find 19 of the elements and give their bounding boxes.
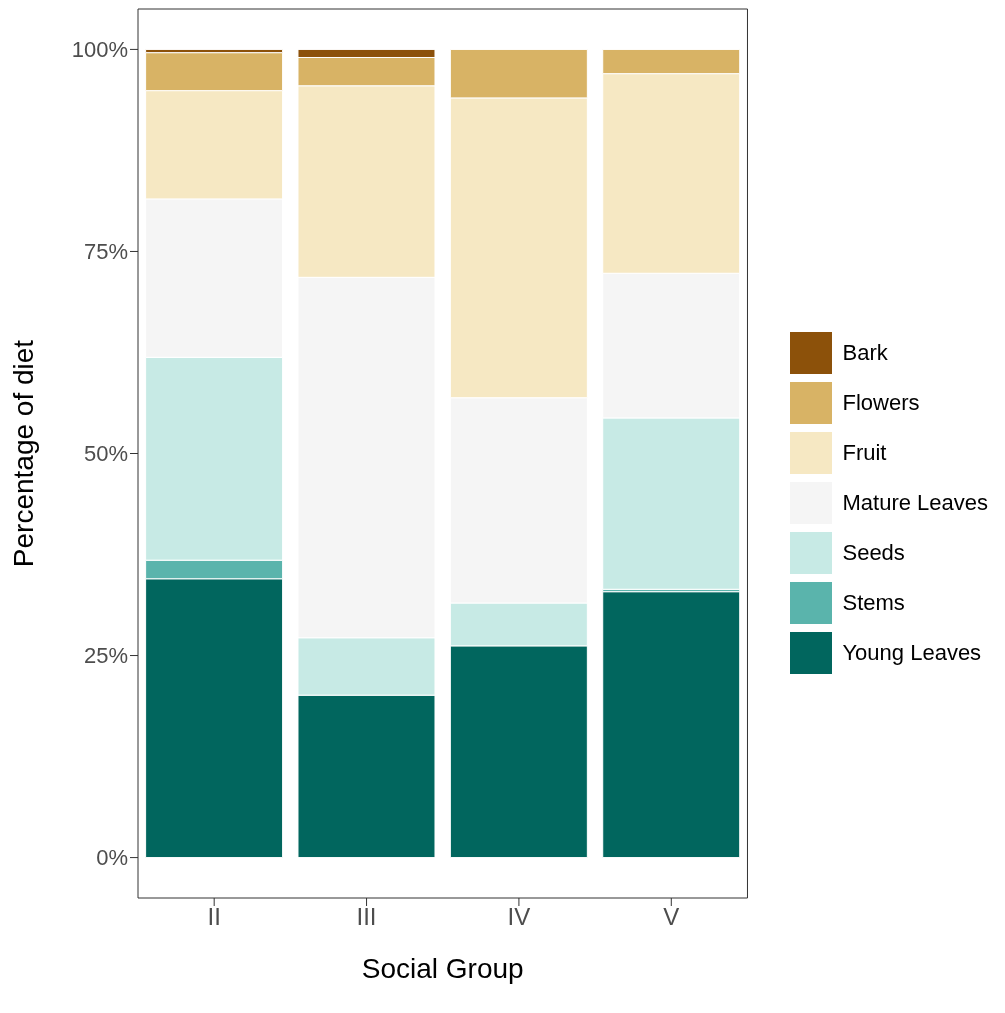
y-tick-label: 75% [83,239,128,265]
legend-label: Bark [842,340,888,366]
legend-label: Flowers [842,390,920,416]
legend-label: Mature Leaves [842,490,988,516]
legend-label: Young Leaves [842,640,982,666]
bar [602,591,741,859]
legend-label: Fruit [842,440,887,466]
legend-label: Seeds [842,540,905,566]
y-tick-label: 0% [96,845,128,871]
x-axis-title: Social Group [361,953,524,984]
x-tick-label: IV [507,903,531,931]
x-tick-label: III [356,903,377,931]
legend-label: Stems [842,590,905,616]
y-tick-label: 50% [83,441,128,467]
x-tick-label: II [207,903,221,931]
y-axis-title: Percentage of diet [7,339,39,568]
y-tick-label: 100% [71,37,128,63]
y-tick-label: 25% [83,643,128,669]
x-tick-label: V [663,903,680,931]
